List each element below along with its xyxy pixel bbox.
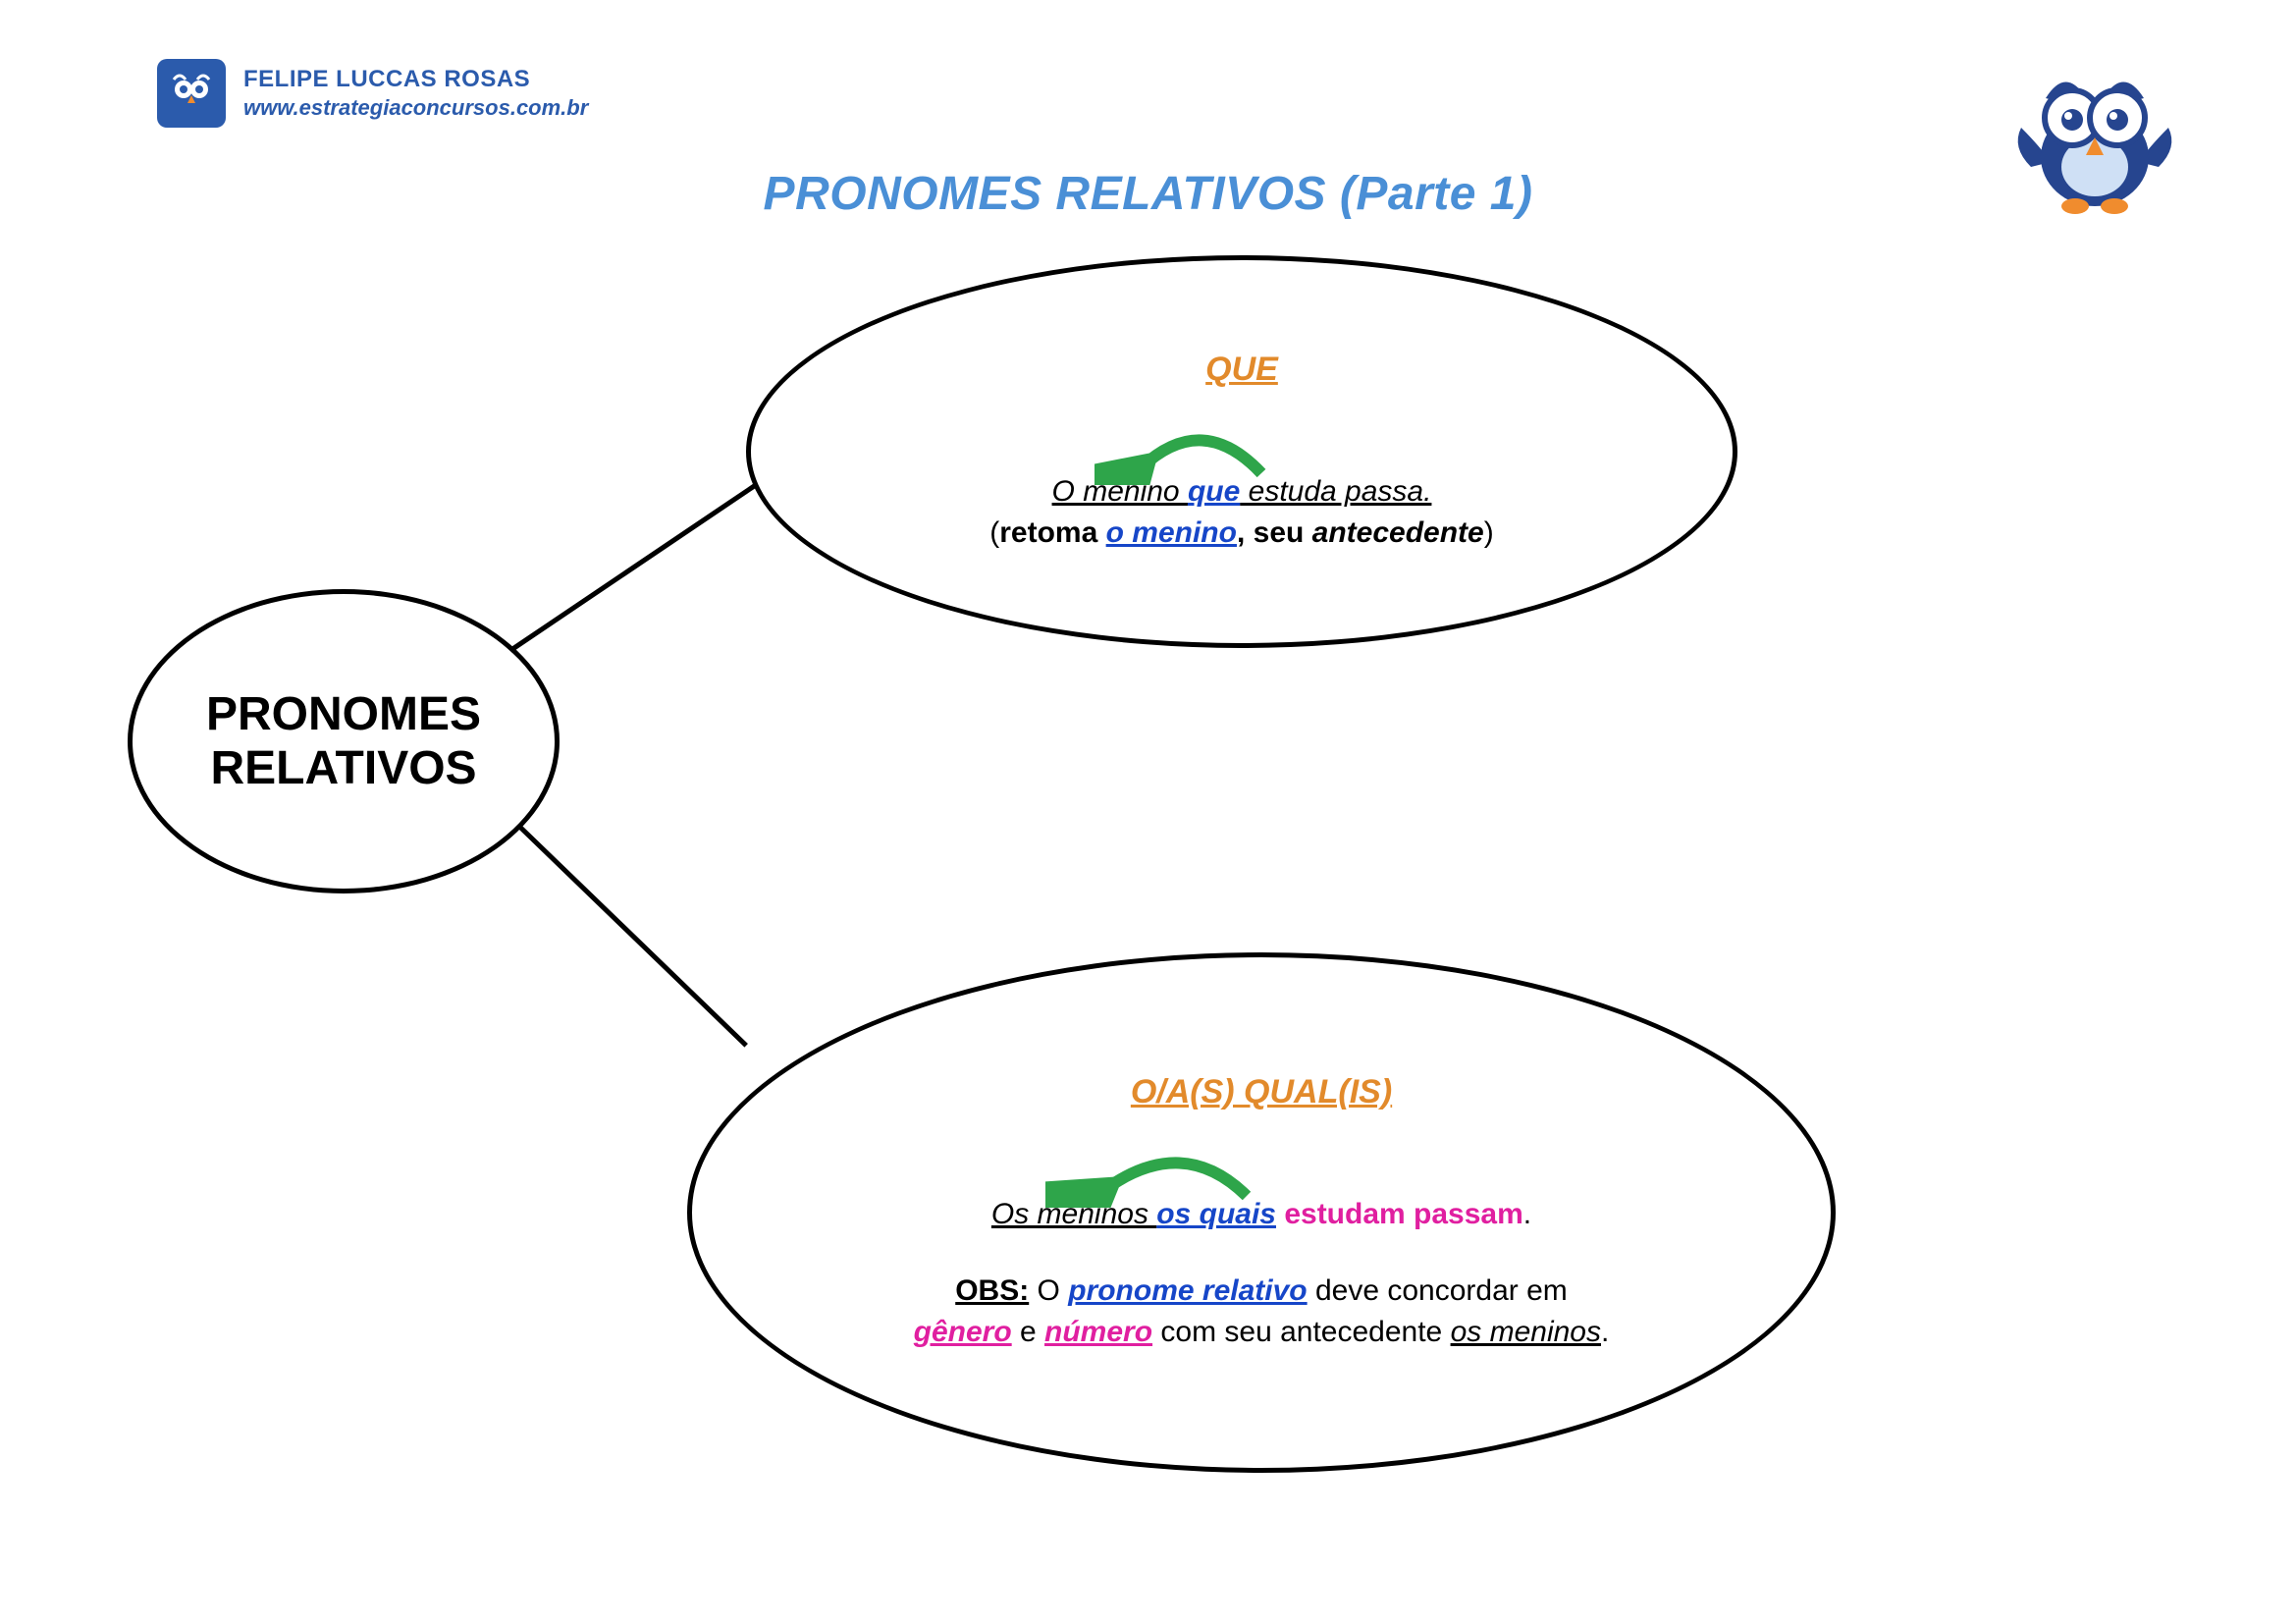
owl-small-icon <box>168 70 215 117</box>
obs-ant: os meninos <box>1451 1316 1601 1348</box>
obs-rel: pronome relativo <box>1068 1274 1307 1307</box>
bubble-qual: O/A(S) QUAL(IS) Os meninos os quais estu… <box>687 952 1836 1473</box>
s2-dot: . <box>1523 1198 1531 1230</box>
obs-dot: . <box>1601 1316 1609 1348</box>
p-ant: antecedente <box>1312 516 1484 549</box>
connector-line <box>518 826 748 1048</box>
bubble-que: QUE O menino que estuda passa. (retoma o… <box>746 255 1737 648</box>
obs-a: O <box>1029 1274 1068 1307</box>
obs-c: com seu antecedente <box>1152 1316 1451 1348</box>
root-line2: RELATIVOS <box>206 741 481 795</box>
p-ref: o menino <box>1106 516 1237 549</box>
obs-and: e <box>1012 1316 1044 1348</box>
connector-line <box>509 484 757 653</box>
obs-gen: gênero <box>914 1316 1012 1348</box>
site-url: www.estrategiaconcursos.com.br <box>243 94 588 122</box>
back-reference-arc-icon <box>1134 1139 1389 1198</box>
p-post: ) <box>1484 516 1494 549</box>
p-pre: ( <box>989 516 999 549</box>
bubble-qual-heading: O/A(S) QUAL(IS) <box>1131 1073 1392 1111</box>
p-b1: retoma <box>999 516 1105 549</box>
bubble-qual-obs: OBS: O pronome relativo deve concordar e… <box>914 1271 1610 1353</box>
obs-b: deve concordar em <box>1308 1274 1568 1307</box>
page-title: PRONOMES RELATIVOS (Parte 1) <box>0 167 2296 221</box>
obs-num: número <box>1044 1316 1152 1348</box>
author-name: FELIPE LUCCAS ROSAS <box>243 65 588 94</box>
back-reference-arc-icon <box>1134 416 1350 475</box>
bubble-que-heading: QUE <box>1205 351 1278 389</box>
root-line1: PRONOMES <box>206 687 481 741</box>
p-b2: , seu <box>1237 516 1312 549</box>
obs-label: OBS: <box>955 1274 1029 1307</box>
header: FELIPE LUCCAS ROSAS www.estrategiaconcur… <box>157 59 588 128</box>
s2-verb: estudam passam <box>1276 1198 1523 1230</box>
root-node: PRONOMES RELATIVOS <box>128 589 560 893</box>
bubble-que-paren: (retoma o menino, seu antecedente) <box>989 513 1494 554</box>
brand-logo-icon <box>157 59 226 128</box>
